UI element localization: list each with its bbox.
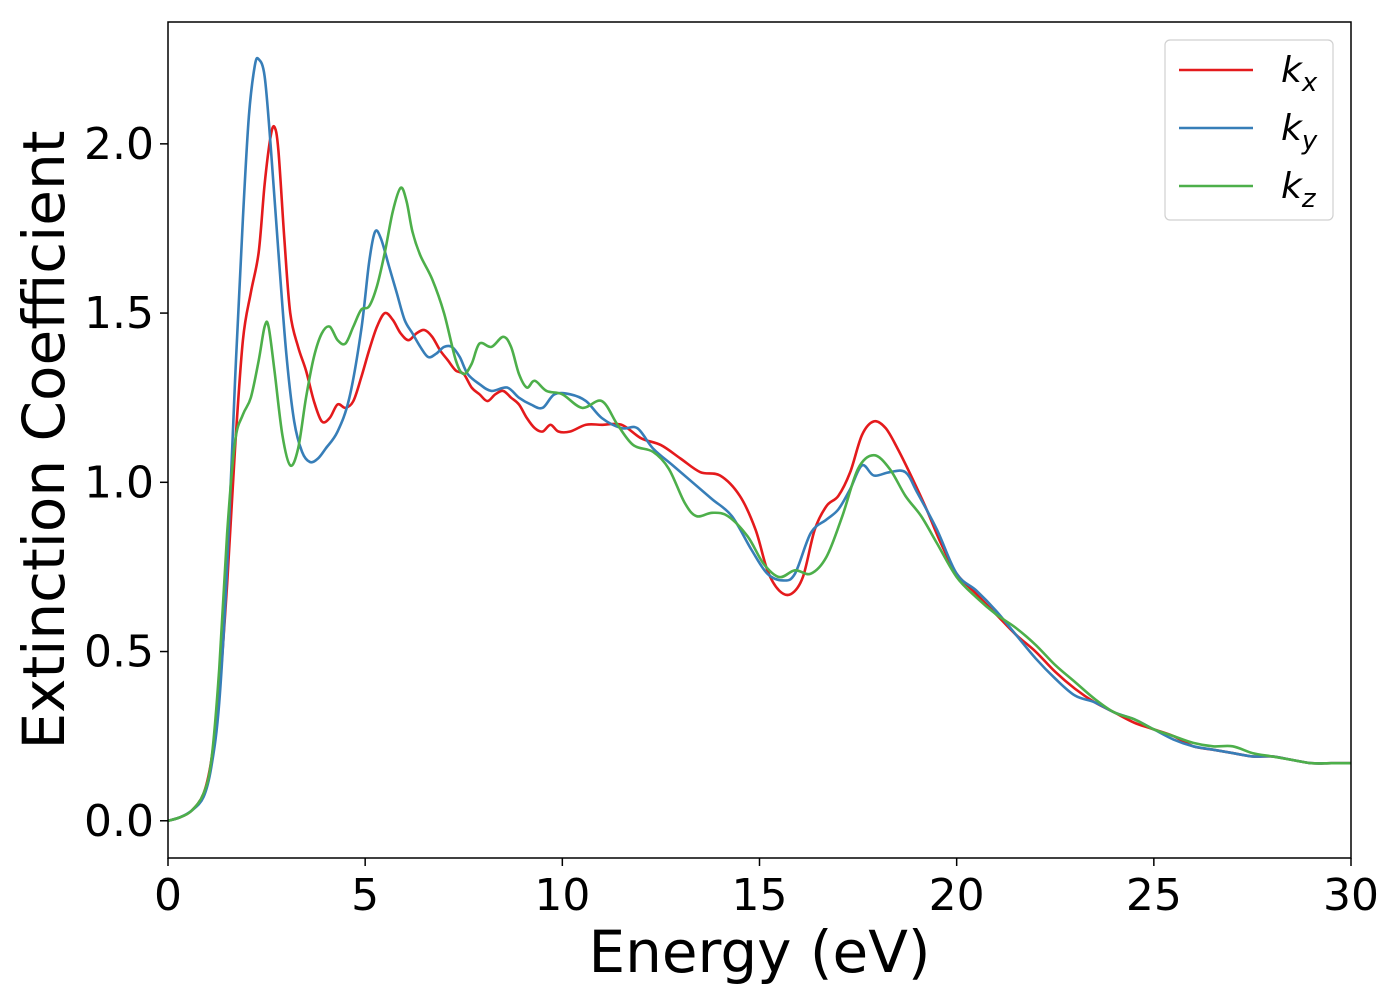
y-tick-label: 1.5 (84, 288, 154, 339)
legend-box (1164, 39, 1334, 221)
y-axis-ticks: 0.0 0.5 1.0 1.5 2.0 (84, 119, 168, 847)
x-tick-label: 15 (732, 870, 788, 921)
series-layer (168, 56, 1351, 823)
legend-label-kx: kx (1281, 50, 1318, 98)
x-tick-label: 30 (1323, 870, 1379, 921)
y-axis-title: Extinction Coefficient (10, 131, 78, 750)
x-tick-label: 5 (351, 870, 379, 921)
y-tick-label: 0.5 (84, 627, 154, 678)
x-tick-label: 10 (534, 870, 590, 921)
y-tick-label: 1.0 (84, 457, 154, 508)
y-tick-label: 0.0 (84, 796, 154, 847)
series-line-kz (168, 186, 1351, 823)
x-tick-label: 25 (1126, 870, 1182, 921)
series-line-kx (168, 124, 1351, 823)
x-tick-label: 20 (929, 870, 985, 921)
series-line-ky (168, 56, 1351, 823)
y-tick-label: 2.0 (84, 119, 154, 170)
legend: kx ky kz (1164, 39, 1334, 221)
legend-label-ky: ky (1281, 108, 1318, 156)
x-tick-label: 0 (154, 870, 182, 921)
x-axis-ticks: 0 5 10 15 20 25 30 (154, 858, 1379, 921)
x-axis-title: Energy (eV) (588, 918, 930, 986)
legend-label-kz: kz (1281, 166, 1317, 214)
